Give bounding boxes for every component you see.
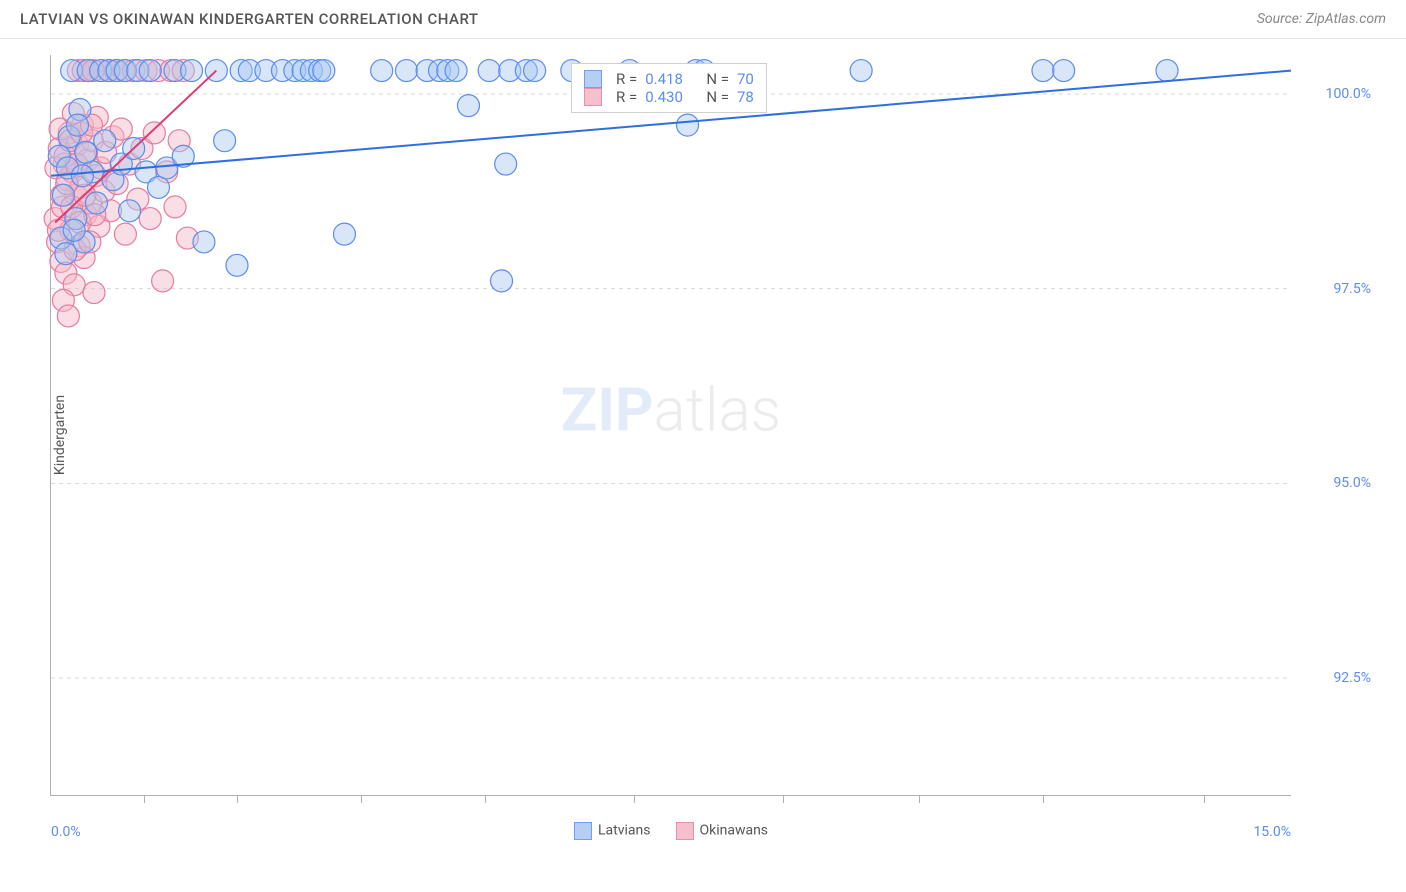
x-tick: [1204, 795, 1205, 803]
data-point: [94, 130, 116, 152]
data-point: [55, 243, 77, 265]
data-point: [395, 60, 417, 82]
data-point: [226, 254, 248, 276]
data-point: [850, 60, 872, 82]
chart-container: LATVIAN VS OKINAWAN KINDERGARTEN CORRELA…: [0, 0, 1406, 892]
stats-row-latvians: R = 0.418 N = 70: [584, 70, 754, 88]
x-tick: [919, 795, 920, 803]
y-tick-label: 100.0%: [1301, 86, 1371, 102]
x-tick: [361, 795, 362, 803]
r-label: R =: [616, 70, 637, 88]
data-point: [147, 176, 169, 198]
data-point: [71, 165, 93, 187]
data-point: [1032, 60, 1054, 82]
data-point: [139, 208, 161, 230]
data-point: [371, 60, 393, 82]
data-point: [52, 184, 74, 206]
legend-item-latvians: Latvians: [574, 822, 651, 840]
x-tick: [783, 795, 784, 803]
okinawans-swatch-icon: [584, 88, 602, 106]
source-label: Source: ZipAtlas.com: [1257, 11, 1386, 27]
n-label: N =: [706, 88, 729, 106]
data-point: [75, 141, 97, 163]
r-label: R =: [616, 88, 637, 106]
x-tick: [237, 795, 238, 803]
y-tick-label: 92.5%: [1301, 670, 1371, 686]
data-point: [457, 95, 479, 117]
data-point: [193, 231, 215, 253]
stats-info-box: R = 0.418 N = 70 R = 0.430 N = 78: [571, 63, 767, 113]
n-label: N =: [706, 70, 729, 88]
data-point: [524, 60, 546, 82]
data-point: [63, 219, 85, 241]
data-point: [57, 305, 79, 327]
data-point: [333, 223, 355, 245]
data-point: [495, 153, 517, 175]
legend-okinawans-label: Okinawans: [699, 823, 768, 839]
data-point: [85, 192, 107, 214]
x-tick: [1043, 795, 1044, 803]
x-min-label: 0.0%: [51, 824, 81, 840]
y-tick-label: 97.5%: [1301, 281, 1371, 297]
data-point: [114, 223, 136, 245]
data-point: [445, 60, 467, 82]
stats-row-okinawans: R = 0.430 N = 78: [584, 88, 754, 106]
data-point: [143, 122, 165, 144]
data-point: [66, 114, 88, 136]
data-point: [478, 60, 500, 82]
legend: Latvians Okinawans: [574, 822, 768, 840]
latvians-swatch-icon: [584, 70, 602, 88]
plot-svg: [51, 55, 1291, 795]
data-point: [119, 200, 141, 222]
x-tick: [144, 795, 145, 803]
data-point: [164, 196, 186, 218]
x-tick: [634, 795, 635, 803]
data-point: [313, 60, 335, 82]
data-point: [1053, 60, 1075, 82]
latvians-r-value: 0.418: [645, 70, 683, 88]
data-point: [677, 114, 699, 136]
latvians-n-value: 70: [737, 70, 754, 88]
chart-title: LATVIAN VS OKINAWAN KINDERGARTEN CORRELA…: [20, 10, 479, 28]
okinawans-swatch-icon: [675, 822, 693, 840]
okinawans-r-value: 0.430: [645, 88, 683, 106]
data-point: [83, 282, 105, 304]
chart-header: LATVIAN VS OKINAWAN KINDERGARTEN CORRELA…: [0, 0, 1406, 39]
data-point: [181, 60, 203, 82]
data-point: [1156, 60, 1178, 82]
data-point: [139, 60, 161, 82]
x-tick: [485, 795, 486, 803]
y-tick-label: 95.0%: [1301, 475, 1371, 491]
latvians-swatch-icon: [574, 822, 592, 840]
x-max-label: 15.0%: [1253, 824, 1291, 840]
data-point: [152, 270, 174, 292]
chart-area: Kindergarten ZIPatlas 100.0%97.5%95.0%92…: [50, 55, 1380, 815]
legend-latvians-label: Latvians: [598, 823, 651, 839]
legend-item-okinawans: Okinawans: [675, 822, 768, 840]
data-point: [491, 270, 513, 292]
data-point: [214, 130, 236, 152]
plot-region: ZIPatlas 100.0%97.5%95.0%92.5% R = 0.418…: [50, 55, 1291, 796]
okinawans-n-value: 78: [737, 88, 754, 106]
